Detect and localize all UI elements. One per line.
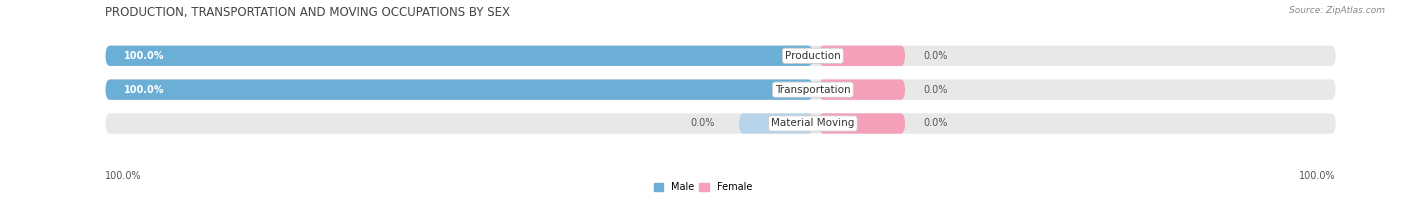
Text: 0.0%: 0.0% xyxy=(690,118,714,128)
Legend: Male, Female: Male, Female xyxy=(654,182,752,192)
Text: Material Moving: Material Moving xyxy=(770,118,855,128)
Text: 0.0%: 0.0% xyxy=(924,118,948,128)
Text: 100.0%: 100.0% xyxy=(124,51,165,61)
Text: 0.0%: 0.0% xyxy=(924,51,948,61)
Text: 100.0%: 100.0% xyxy=(1299,171,1336,181)
Text: PRODUCTION, TRANSPORTATION AND MOVING OCCUPATIONS BY SEX: PRODUCTION, TRANSPORTATION AND MOVING OC… xyxy=(105,6,510,19)
FancyBboxPatch shape xyxy=(105,113,1336,134)
FancyBboxPatch shape xyxy=(740,113,813,134)
FancyBboxPatch shape xyxy=(818,79,905,100)
FancyBboxPatch shape xyxy=(818,46,905,66)
FancyBboxPatch shape xyxy=(105,79,1336,100)
FancyBboxPatch shape xyxy=(105,79,813,100)
Text: Production: Production xyxy=(785,51,841,61)
Text: Transportation: Transportation xyxy=(775,85,851,95)
Text: Source: ZipAtlas.com: Source: ZipAtlas.com xyxy=(1289,6,1385,15)
Text: 100.0%: 100.0% xyxy=(105,171,142,181)
Text: 100.0%: 100.0% xyxy=(124,85,165,95)
FancyBboxPatch shape xyxy=(105,46,813,66)
FancyBboxPatch shape xyxy=(105,46,1336,66)
Text: 0.0%: 0.0% xyxy=(924,85,948,95)
FancyBboxPatch shape xyxy=(818,113,905,134)
